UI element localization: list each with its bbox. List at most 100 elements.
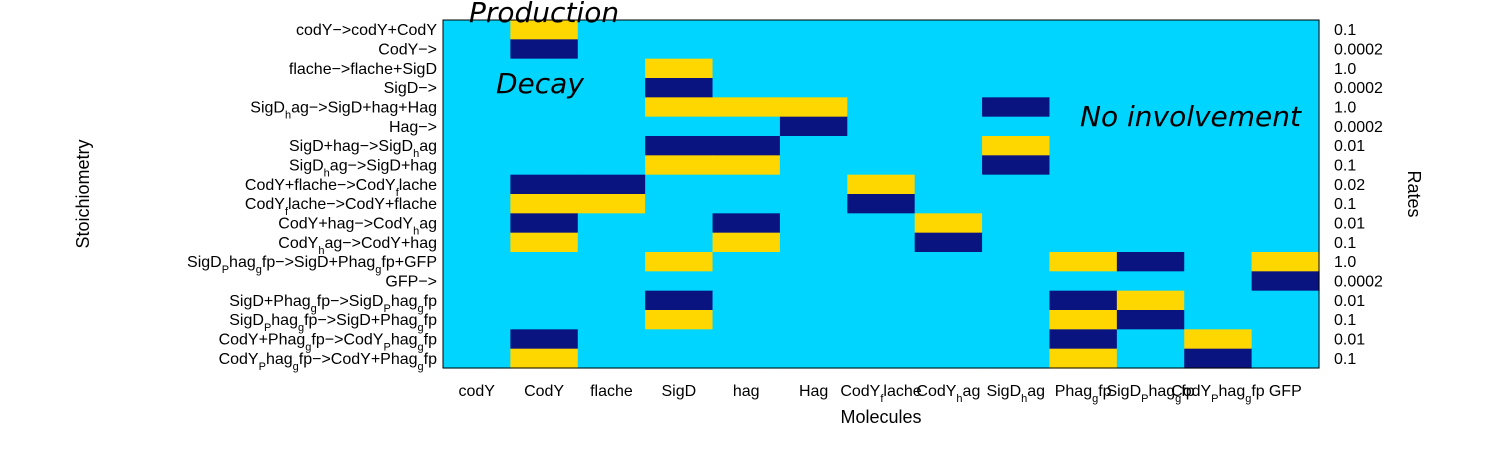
heatmap-cell xyxy=(982,58,1051,79)
heatmap-cell xyxy=(1251,78,1320,98)
heatmap-cell xyxy=(914,136,983,156)
heatmap-cell xyxy=(1184,348,1253,369)
row-label: SigD+Phaggfp−>SigDPhaggfp xyxy=(229,293,437,315)
heatmap-cell xyxy=(1184,97,1253,118)
heatmap-cell xyxy=(1251,20,1320,40)
plot-frame xyxy=(442,19,1320,369)
column-label: hag xyxy=(733,383,760,400)
heatmap-cell xyxy=(443,232,511,253)
rate-label: 0.01 xyxy=(1334,216,1365,233)
column-label: SigD xyxy=(662,383,697,400)
rate-label: 0.0002 xyxy=(1334,80,1383,97)
rate-label: 0.1 xyxy=(1334,235,1356,252)
heatmap-cell xyxy=(847,252,916,272)
heatmap-cell xyxy=(914,232,983,253)
heatmap-cell xyxy=(914,174,983,195)
heatmap-cell xyxy=(577,136,646,156)
heatmap-cell xyxy=(779,20,848,40)
x-axis-label: Molecules xyxy=(840,407,921,427)
row-label: CodY+Phaggfp−>CodYPhaggfp xyxy=(219,332,438,354)
rate-label: 0.02 xyxy=(1334,177,1365,194)
heatmap-cell xyxy=(914,58,983,79)
heatmap-cell xyxy=(1116,97,1185,118)
heatmap-cell xyxy=(982,271,1051,292)
heatmap-cell xyxy=(779,136,848,156)
heatmap-cell xyxy=(914,213,983,234)
heatmap-cell xyxy=(510,329,579,350)
heatmap-cell xyxy=(510,271,579,292)
heatmap-cell xyxy=(779,97,848,118)
heatmap-cell xyxy=(1184,252,1253,272)
heatmap-cell xyxy=(1184,232,1253,253)
heatmap-cell xyxy=(577,97,646,118)
heatmap-cell xyxy=(1251,232,1320,253)
heatmap-cell xyxy=(577,174,646,195)
heatmap-cell xyxy=(1116,58,1185,79)
heatmap-cell xyxy=(1116,155,1185,176)
row-label: CodY−> xyxy=(378,42,437,59)
heatmap-cell xyxy=(1049,310,1118,330)
heatmap-cell xyxy=(712,329,781,350)
heatmap-cell xyxy=(645,39,714,60)
heatmap-cell xyxy=(1251,116,1320,137)
heatmap-cell xyxy=(847,194,916,214)
heatmap-cell xyxy=(847,20,916,40)
heatmap-cell xyxy=(982,348,1051,369)
heatmap-cell xyxy=(712,39,781,60)
heatmap-cell xyxy=(1251,155,1320,176)
rate-label: 0.01 xyxy=(1334,138,1365,155)
heatmap-cell xyxy=(982,329,1051,350)
heatmap-cell xyxy=(1116,116,1185,137)
heatmap-cell xyxy=(712,271,781,292)
heatmap-cell xyxy=(577,39,646,60)
heatmap-cell xyxy=(1049,271,1118,292)
heatmap-cell xyxy=(443,329,511,350)
heatmap-cell xyxy=(779,78,848,98)
heatmap-cell xyxy=(847,58,916,79)
heatmap-cell xyxy=(914,116,983,137)
heatmap-cell xyxy=(914,194,983,214)
rate-label: 0.01 xyxy=(1334,293,1365,310)
heatmap-cell xyxy=(712,213,781,234)
heatmap-cell xyxy=(577,213,646,234)
heatmap-cell xyxy=(847,329,916,350)
heatmap-cell xyxy=(982,194,1051,214)
heatmap-cell xyxy=(1049,194,1118,214)
heatmap-cell xyxy=(1049,97,1118,118)
heatmap-cell xyxy=(577,271,646,292)
heatmap-cell xyxy=(443,39,511,60)
heatmap-cell xyxy=(712,58,781,79)
heatmap-cell xyxy=(1251,194,1320,214)
heatmap-cell xyxy=(847,97,916,118)
rate-label: 0.1 xyxy=(1334,158,1356,175)
rate-label: 1.0 xyxy=(1334,254,1356,271)
rate-label: 0.0002 xyxy=(1334,42,1383,59)
heatmap-cell xyxy=(1116,39,1185,60)
heatmap-cell xyxy=(645,290,714,311)
heatmap-cell xyxy=(443,271,511,292)
heatmap-cell xyxy=(443,348,511,369)
rate-label: 0.1 xyxy=(1334,351,1356,368)
column-label: CodYhag xyxy=(916,383,980,405)
heatmap-cell xyxy=(847,232,916,253)
heatmap-cell xyxy=(645,136,714,156)
heatmap-cell xyxy=(982,116,1051,137)
heatmap-cell xyxy=(982,155,1051,176)
column-label: CodYflache xyxy=(840,383,921,405)
heatmap-cell xyxy=(577,329,646,350)
heatmap-cell xyxy=(1116,310,1185,330)
column-label: GFP xyxy=(1269,383,1302,400)
heatmap-cell xyxy=(712,136,781,156)
heatmap-cell xyxy=(712,252,781,272)
heatmap-cells xyxy=(443,20,1320,369)
heatmap-cell xyxy=(510,232,579,253)
rate-label: 0.1 xyxy=(1334,196,1356,213)
heatmap-cell xyxy=(577,194,646,214)
row-label: GFP−> xyxy=(385,274,437,291)
heatmap-cell xyxy=(1184,20,1253,40)
heatmap-cell xyxy=(712,194,781,214)
heatmap-cell xyxy=(914,348,983,369)
heatmap-cell xyxy=(712,174,781,195)
heatmap-cell xyxy=(443,310,511,330)
